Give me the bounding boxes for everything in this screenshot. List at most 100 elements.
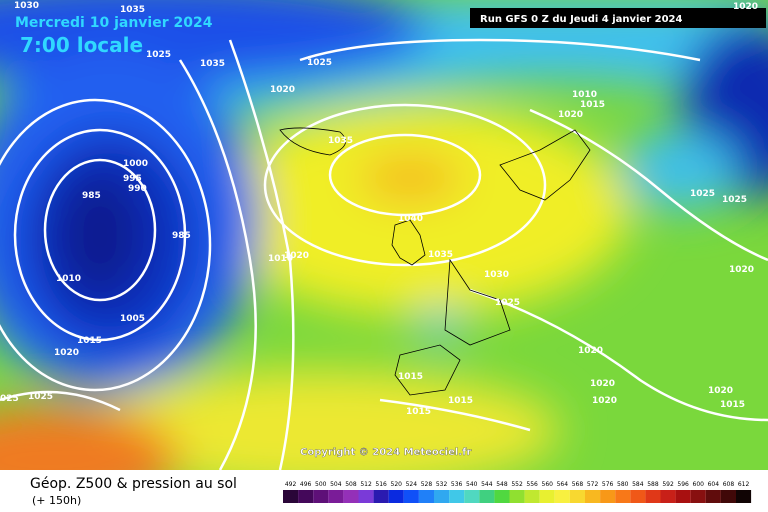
isobar-label: 1020: [270, 85, 295, 95]
legend-swatch: [343, 490, 359, 503]
legend-label: 576: [602, 481, 614, 488]
legend-label: 588: [647, 481, 659, 488]
legend-label: 552: [511, 481, 523, 488]
isobar-label: 995: [123, 174, 142, 184]
legend-label: 592: [662, 481, 674, 488]
legend-label: 516: [375, 481, 387, 488]
run: Run GFS 0 Z du Jeudi 4 janvier 2024: [480, 14, 683, 25]
legend-swatch: [524, 490, 540, 503]
isobar-label: 1035: [200, 59, 225, 69]
legend-swatch: [388, 490, 404, 503]
isobar-label: 1020: [284, 251, 309, 261]
legend-label: 580: [617, 481, 629, 488]
legend-label: 496: [300, 481, 312, 488]
legend-swatch: [313, 490, 329, 503]
legend-label: 512: [360, 481, 372, 488]
coastlines: [279, 127, 591, 396]
legend-label: 564: [557, 481, 569, 488]
legend-swatch: [569, 490, 585, 503]
legend-label: 504: [330, 481, 342, 488]
legend-label: 528: [421, 481, 433, 488]
legend-swatch: [645, 490, 661, 503]
isobars: [0, 38, 768, 470]
legend-swatch: [494, 490, 510, 503]
isobar-label: 1030: [484, 270, 509, 280]
isobar-label: 985: [172, 231, 191, 241]
footer-title: Géop. Z500 & pression au sol: [30, 476, 237, 492]
legend-swatch: [585, 490, 601, 503]
legend-label: 540: [466, 481, 478, 488]
legend-label: 492: [285, 481, 297, 488]
isobar-label: 1025: [495, 298, 520, 308]
legend-swatch: [358, 490, 374, 503]
legend-swatch: [705, 490, 721, 503]
legend-label: 544: [481, 481, 493, 488]
legend-swatch: [660, 490, 676, 503]
legend-label: 584: [632, 481, 644, 488]
legend-label: 500: [315, 481, 327, 488]
isobar-label: 1020: [558, 110, 583, 120]
legend-swatch: [403, 490, 419, 503]
isobar-label: 985: [82, 191, 101, 201]
legend-swatch: [298, 490, 314, 503]
isobar-label: 1015: [406, 407, 431, 417]
isobar-label: 1015: [398, 372, 423, 382]
isobar-label: 1025: [307, 58, 332, 68]
legend-swatch: [720, 490, 736, 503]
legend-label: 568: [572, 481, 584, 488]
legend-swatch: [373, 490, 389, 503]
legend-swatch: [283, 490, 299, 503]
isobar-label: 1020: [708, 386, 733, 396]
isobar-label: 025: [0, 394, 19, 404]
legend-label: 556: [526, 481, 538, 488]
isobar-label: 1035: [428, 250, 453, 260]
legend-swatch: [328, 490, 344, 503]
legend-label: 536: [451, 481, 463, 488]
legend-swatch: [434, 490, 450, 503]
legend-swatch: [539, 490, 555, 503]
isobar-label: 1015: [720, 400, 745, 410]
isobar-label: 1040: [398, 214, 423, 224]
isobar-label: 1020: [54, 348, 79, 358]
legend-swatch: [615, 490, 631, 503]
legend-swatch: [464, 490, 480, 503]
legend-label: 508: [345, 481, 357, 488]
footer-subtitle: (+ 150h): [32, 494, 81, 507]
isobar-label: 1025: [146, 50, 171, 60]
legend-swatch: [600, 490, 616, 503]
legend-swatch: [554, 490, 570, 503]
isobar-label: 1030: [14, 1, 39, 11]
isobar-label: 1015: [77, 336, 102, 346]
legend-label: 572: [587, 481, 599, 488]
legend-label: 520: [391, 481, 403, 488]
isobar-label: 1020: [729, 265, 754, 275]
isobar-label: 1025: [690, 189, 715, 199]
isobar-label: 1015: [580, 100, 605, 110]
legend-label: 532: [436, 481, 448, 488]
legend-swatch: [690, 490, 706, 503]
isobar-label: 1015: [448, 396, 473, 406]
run-box: [470, 8, 766, 28]
date: Mercredi 10 janvier 2024: [15, 15, 213, 31]
legend-swatch: [418, 490, 434, 503]
legend-swatch: [736, 490, 752, 503]
isobar-label: 1020: [733, 2, 758, 12]
time: 7:00 locale: [20, 33, 143, 57]
legend-label: 524: [406, 481, 418, 488]
copyright: Copyright © 2024 Meteociel.fr: [300, 447, 471, 458]
legend-swatch: [449, 490, 465, 503]
isobar-label: 1020: [578, 346, 603, 356]
legend-swatch: [630, 490, 646, 503]
legend-label: 612: [738, 481, 750, 488]
isobar-label: 1020: [592, 396, 617, 406]
isobar-label: 1010: [56, 274, 81, 284]
isobar-label: 1005: [120, 314, 145, 324]
legend-label: 600: [693, 481, 705, 488]
legend-label: 604: [708, 481, 720, 488]
isobar-label: 1010: [572, 90, 597, 100]
legend-swatch: [479, 490, 495, 503]
legend-label: 560: [542, 481, 554, 488]
legend-swatch: [675, 490, 691, 503]
isobar-label: 1025: [722, 195, 747, 205]
